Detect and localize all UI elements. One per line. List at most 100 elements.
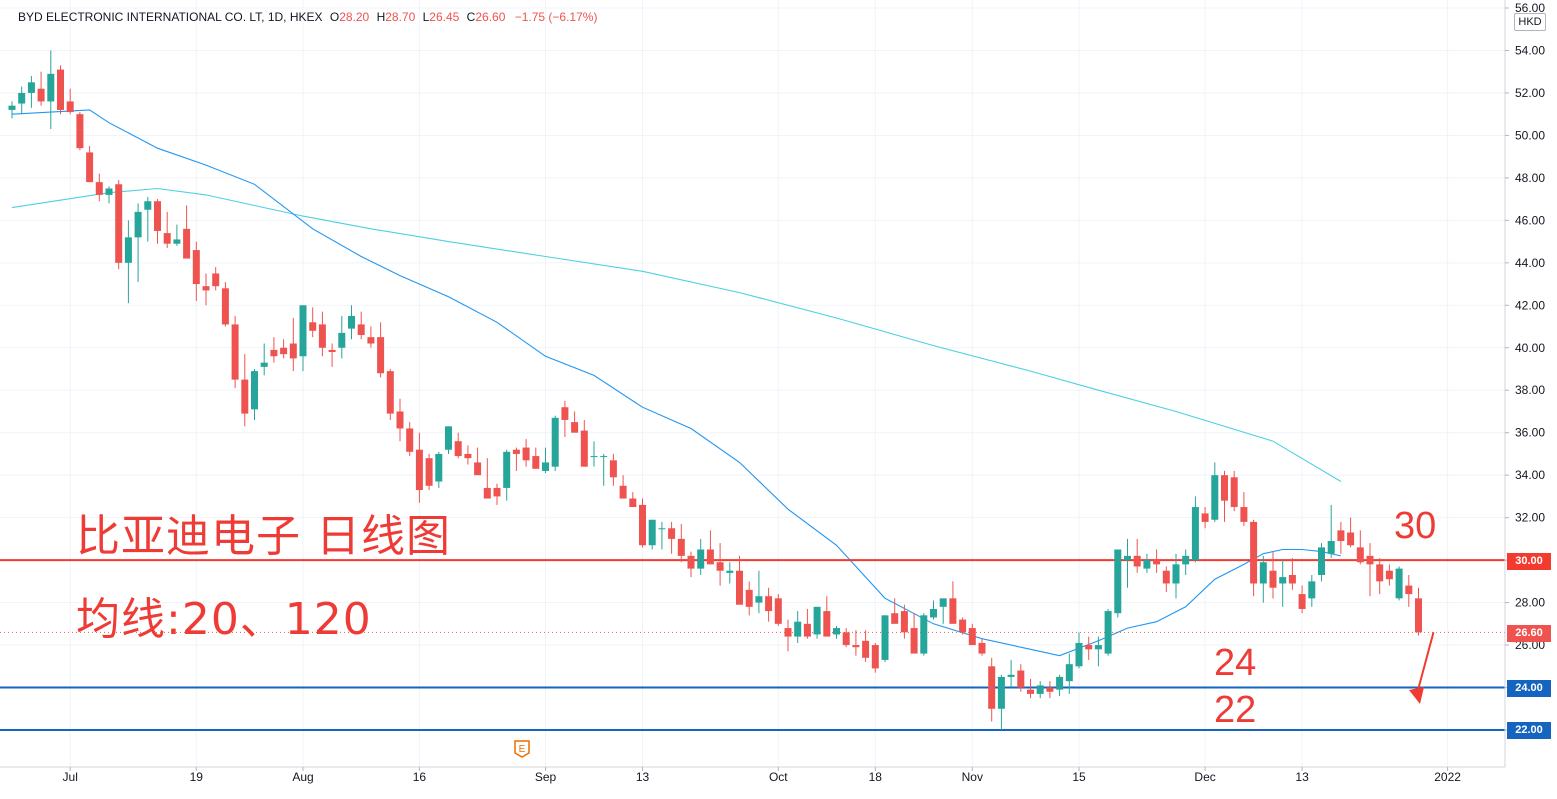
candle-body [270, 349, 278, 357]
candle [309, 307, 317, 338]
candle-body [988, 666, 996, 709]
x-tick-label: Nov [962, 770, 983, 784]
candle [745, 581, 753, 616]
y-tick-label: 38.00 [1515, 383, 1545, 397]
candle-body [542, 462, 549, 471]
chart-title-annotation: 比亚迪电子 日线图 [76, 511, 451, 562]
candle-body [1366, 555, 1374, 565]
candle [736, 555, 743, 605]
candle-body [1182, 555, 1190, 565]
x-tick-label: Aug [292, 770, 313, 784]
chart-header: BYD ELECTRONIC INTERNATIONAL CO. LT, 1D,… [18, 10, 597, 24]
candle-body [833, 628, 840, 635]
candle [348, 305, 355, 340]
candle-body [978, 642, 986, 654]
candle [47, 50, 55, 130]
candle-body [1240, 507, 1248, 522]
candle [483, 458, 491, 499]
candle [1017, 664, 1025, 692]
candle-body [600, 456, 608, 458]
candle-body [997, 676, 1005, 709]
candle-body [483, 487, 491, 499]
candle-body [1027, 689, 1034, 694]
level-24-annotation: 24 [1214, 642, 1257, 684]
candle [1104, 608, 1112, 656]
candle-body [1211, 475, 1219, 520]
candle-body [697, 549, 705, 569]
candle [1143, 553, 1151, 573]
candle-body [37, 88, 45, 102]
candle-body [571, 422, 579, 433]
candle-body [1133, 555, 1141, 567]
ma120-series [11, 187, 1342, 482]
candle [668, 521, 676, 554]
candle-body [445, 426, 452, 450]
candle-body [357, 324, 365, 336]
candle-body [532, 456, 540, 469]
symbol-title: BYD ELECTRONIC INTERNATIONAL CO. LT, 1D,… [18, 10, 323, 24]
candle [726, 562, 734, 584]
y-tick-label: 34.00 [1515, 468, 1545, 482]
candle-body [1056, 676, 1064, 690]
candle [435, 451, 443, 488]
candle-body [8, 105, 16, 110]
candle [1027, 679, 1034, 699]
candle [1172, 553, 1180, 599]
candle-body [260, 362, 268, 367]
candle [270, 337, 278, 363]
price-label-24: 24.00 [1507, 680, 1551, 697]
candle [571, 411, 579, 433]
candle-body [1250, 521, 1258, 584]
candle-body [823, 611, 831, 637]
candle-body [1036, 685, 1044, 694]
candle [260, 343, 268, 376]
candle [1124, 538, 1131, 588]
candle-body [1162, 570, 1170, 584]
candle-body [251, 371, 258, 410]
y-tick-label: 50.00 [1515, 128, 1545, 142]
candle [1347, 517, 1355, 548]
candle [1327, 504, 1335, 558]
candle [910, 613, 918, 654]
candle [1191, 496, 1199, 563]
candle [823, 596, 831, 637]
x-tick-label: Dec [1194, 770, 1215, 784]
ma20-series [11, 109, 1342, 657]
candle-body [1017, 670, 1025, 688]
candle-body [163, 233, 171, 244]
candle-body [435, 453, 443, 482]
x-tick-label: 13 [1295, 770, 1309, 784]
candle [357, 311, 365, 340]
candle-body [1356, 547, 1364, 563]
x-tick-label: Sep [535, 770, 557, 784]
candle [522, 439, 530, 467]
candle [1094, 636, 1102, 667]
y-tick-label: 48.00 [1515, 171, 1545, 185]
candle [377, 322, 385, 378]
candle-body [609, 460, 617, 478]
candlestick-series[interactable] [8, 50, 1423, 730]
candle [755, 570, 763, 614]
candle [600, 453, 608, 486]
currency-badge[interactable]: HKD [1514, 13, 1546, 31]
candle-body [551, 417, 559, 467]
candle [881, 615, 889, 663]
candle-body [968, 628, 976, 646]
candle-body [1172, 564, 1180, 584]
x-tick-label: 18 [869, 770, 883, 784]
earnings-icon[interactable]: E [513, 740, 531, 758]
time-axis[interactable]: Jul 19 Aug 16 Sep 13 Oct 18 Nov 15 Dec 13 2022 [63, 767, 1462, 784]
candle-body [318, 324, 326, 348]
candle-body [1065, 664, 1073, 682]
candle [1318, 543, 1325, 582]
candle-body [328, 349, 336, 353]
candle [833, 625, 840, 639]
candle [8, 101, 16, 119]
candle [415, 432, 423, 503]
candle [891, 598, 899, 624]
candle-body [377, 337, 385, 374]
candle-body [871, 645, 879, 669]
candle [706, 530, 714, 565]
y-tick-label: 28.00 [1515, 596, 1545, 610]
